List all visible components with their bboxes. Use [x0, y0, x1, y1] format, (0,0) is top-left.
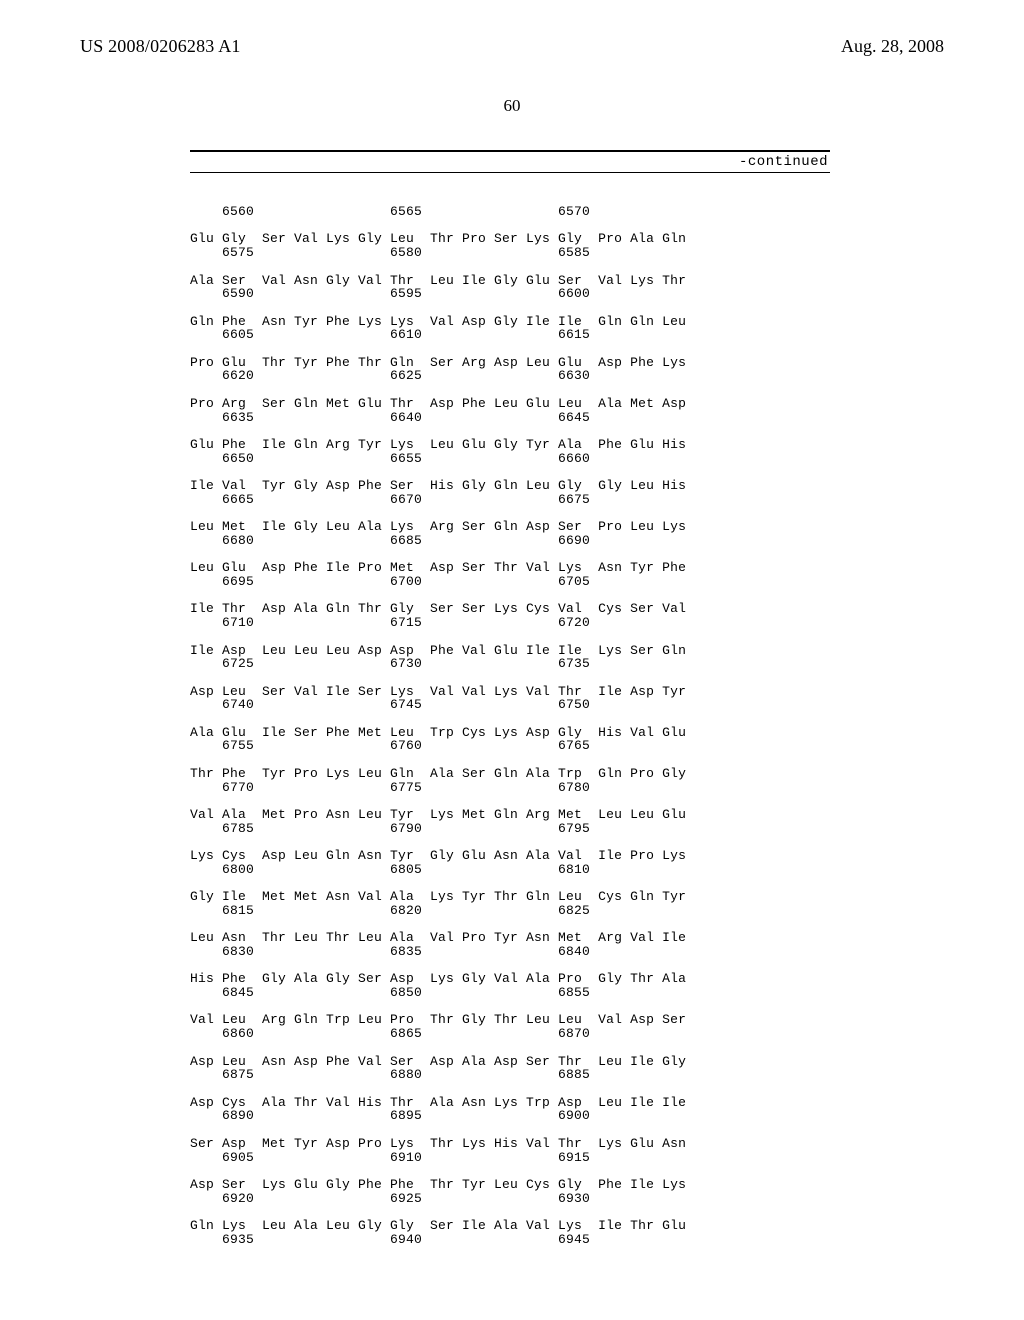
continued-label: -continued — [190, 154, 830, 170]
continued-block: -continued — [190, 150, 830, 173]
page: US 2008/0206283 A1 Aug. 28, 2008 60 -con… — [0, 0, 1024, 1320]
header-date: Aug. 28, 2008 — [841, 36, 944, 57]
page-number: 60 — [0, 96, 1024, 116]
rule-under-label — [190, 172, 830, 173]
sequence-listing: 6560 6565 6570 Glu Gly Ser Val Lys Gly L… — [190, 205, 686, 1260]
rule-top — [190, 150, 830, 152]
header-pubnum: US 2008/0206283 A1 — [80, 36, 241, 57]
